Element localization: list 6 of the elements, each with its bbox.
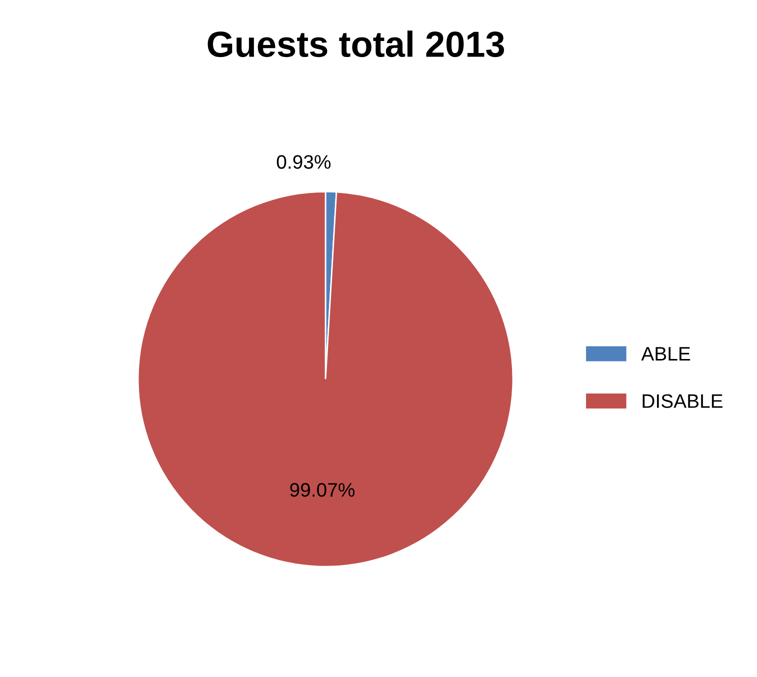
data-label: 99.07% xyxy=(290,483,355,497)
legend-label: DISABLE xyxy=(642,394,722,408)
pie-slice xyxy=(137,190,514,568)
legend-label: ABLE xyxy=(641,347,690,360)
chart-title: Guests total 2013 xyxy=(208,30,504,58)
data-label: 0.93% xyxy=(276,155,331,169)
